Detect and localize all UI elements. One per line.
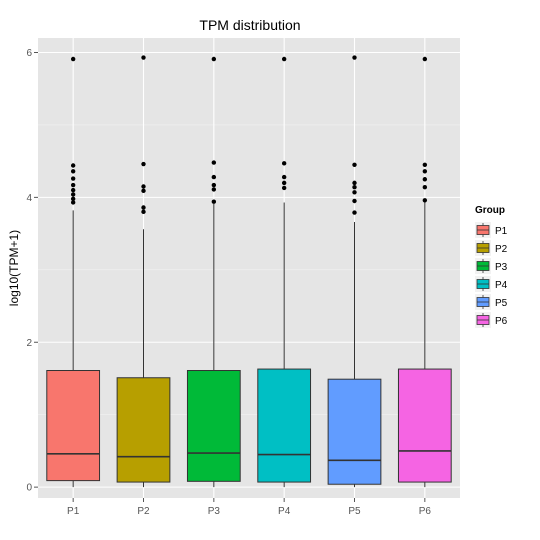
- box-body: [327, 378, 382, 485]
- box-body: [397, 368, 452, 483]
- box-body: [257, 368, 312, 483]
- legend: Group P1 P2 P3 P4 P5 P6: [475, 205, 508, 328]
- outlier-point: [141, 205, 146, 210]
- legend-label: P4: [495, 280, 508, 291]
- box-body: [116, 377, 171, 483]
- outlier-point: [141, 55, 146, 60]
- outlier-point: [352, 210, 357, 215]
- outlier-point: [352, 180, 357, 186]
- box-p3: [186, 56, 241, 488]
- box-body: [46, 370, 101, 482]
- y-tick-label: 6: [26, 48, 32, 59]
- box-p2: [116, 55, 171, 488]
- legend-item-p5: P5: [475, 294, 508, 310]
- outlier-point: [141, 188, 146, 194]
- x-tick-label: P1: [67, 506, 80, 517]
- legend-item-p6: P6: [475, 312, 508, 328]
- legend-item-p1: P1: [475, 222, 508, 238]
- outlier-point: [141, 184, 146, 189]
- outlier-point: [70, 163, 76, 168]
- x-tick-label: P5: [348, 506, 361, 517]
- outlier-point: [281, 180, 287, 186]
- outlier-point: [422, 162, 428, 167]
- outlier-point: [211, 160, 217, 165]
- outlier-point: [70, 176, 76, 181]
- box-body: [186, 370, 241, 482]
- outlier-point: [70, 56, 76, 62]
- outlier-point: [211, 56, 217, 62]
- outlier-point: [141, 161, 146, 167]
- y-axis-label: log10(TPM+1): [7, 230, 21, 306]
- box-p1: [46, 56, 101, 488]
- legend-item-p4: P4: [475, 276, 508, 292]
- outlier-point: [422, 198, 428, 203]
- x-tick-label: P2: [137, 506, 150, 517]
- outlier-point: [352, 55, 357, 60]
- outlier-point: [70, 200, 76, 205]
- outlier-point: [352, 185, 357, 190]
- legend-label: P6: [495, 316, 508, 327]
- outlier-point: [211, 182, 217, 188]
- legend-title: Group: [475, 205, 505, 216]
- x-tick-label: P4: [278, 506, 291, 517]
- box-p4: [257, 56, 312, 488]
- y-tick-label: 2: [26, 338, 32, 349]
- x-tick-label: P6: [419, 506, 432, 517]
- legend-label: P3: [495, 262, 508, 273]
- axis-layer: 0 2 4 6 P1 P2 P3 P4 P5 P6: [26, 48, 431, 517]
- outlier-point: [422, 56, 428, 62]
- plot-background: [38, 38, 460, 498]
- outlier-point: [281, 174, 287, 180]
- outlier-point: [422, 169, 428, 174]
- outlier-point: [70, 182, 76, 188]
- chart-title: TPM distribution: [199, 17, 300, 33]
- box-p5: [327, 55, 382, 488]
- y-tick-label: 4: [26, 193, 32, 204]
- outlier-point: [352, 198, 357, 204]
- outlier-point: [211, 199, 217, 204]
- outlier-point: [422, 185, 428, 190]
- outlier-point: [211, 187, 217, 192]
- outlier-point: [281, 185, 287, 191]
- box-layer: [46, 55, 452, 488]
- legend-item-p2: P2: [475, 240, 508, 256]
- outlier-point: [70, 169, 76, 174]
- outlier-point: [141, 209, 146, 215]
- outlier-point: [281, 56, 287, 62]
- box-p6: [397, 56, 452, 488]
- outlier-point: [281, 161, 287, 166]
- outlier-point: [70, 196, 76, 202]
- legend-item-p3: P3: [475, 258, 508, 274]
- outlier-point: [70, 187, 76, 193]
- legend-label: P2: [495, 244, 508, 255]
- legend-label: P1: [495, 226, 508, 237]
- x-tick-label: P3: [208, 506, 221, 517]
- outlier-point: [422, 177, 428, 182]
- legend-label: P5: [495, 298, 508, 309]
- y-tick-label: 0: [26, 483, 32, 494]
- outlier-point: [352, 190, 357, 195]
- outlier-point: [352, 162, 357, 167]
- outlier-point: [211, 174, 217, 180]
- outlier-point: [70, 192, 76, 197]
